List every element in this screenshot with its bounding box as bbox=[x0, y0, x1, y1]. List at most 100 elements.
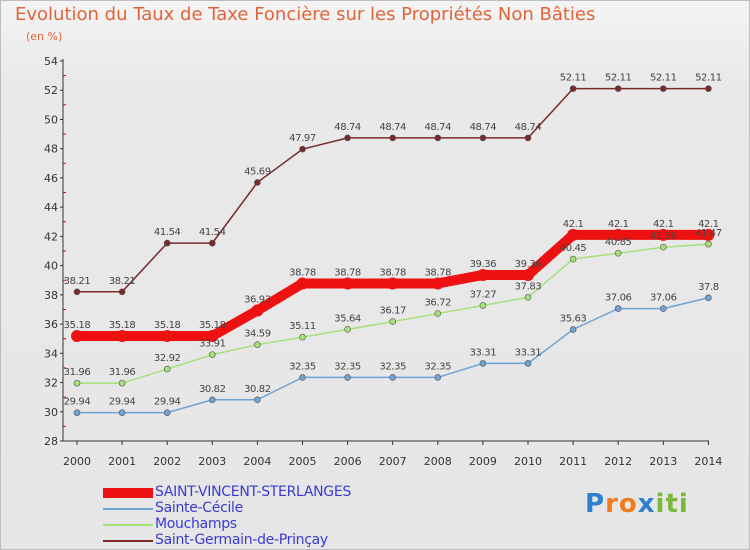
data-point bbox=[614, 249, 622, 257]
x-tick-label: 2014 bbox=[694, 455, 722, 468]
data-label: 45.69 bbox=[244, 166, 271, 177]
data-label: 35.63 bbox=[560, 313, 587, 324]
data-point bbox=[705, 85, 712, 92]
data-label: 35.11 bbox=[289, 321, 316, 332]
data-point bbox=[434, 310, 442, 317]
data-point bbox=[71, 330, 83, 343]
x-tick-label: 2008 bbox=[424, 455, 452, 468]
data-label: 37.06 bbox=[605, 293, 632, 304]
data-label: 30.82 bbox=[244, 384, 271, 395]
x-tick-label: 2003 bbox=[198, 455, 226, 468]
data-point bbox=[73, 288, 81, 296]
data-point bbox=[522, 268, 534, 281]
data-point bbox=[254, 179, 261, 186]
data-point bbox=[344, 134, 351, 142]
data-label: 29.94 bbox=[64, 397, 91, 408]
y-tick-label: 48 bbox=[44, 143, 58, 156]
data-label: 32.35 bbox=[379, 361, 406, 372]
data-label: 48.74 bbox=[424, 122, 451, 133]
data-point bbox=[118, 409, 126, 416]
data-point bbox=[702, 228, 715, 241]
y-tick-label: 44 bbox=[44, 201, 58, 214]
x-tick-label: 2013 bbox=[649, 455, 677, 468]
data-point bbox=[341, 277, 354, 290]
data-point bbox=[116, 330, 129, 343]
data-point bbox=[431, 277, 444, 290]
legend-label: Saint-Germain-de-Prinçay bbox=[155, 532, 328, 548]
data-label: 38.78 bbox=[379, 267, 406, 278]
data-label: 35.64 bbox=[334, 313, 361, 324]
data-point bbox=[614, 85, 622, 92]
data-point bbox=[569, 85, 577, 92]
data-label: 38.21 bbox=[109, 276, 136, 287]
data-label: 34.59 bbox=[244, 329, 271, 340]
data-label: 38.78 bbox=[289, 267, 316, 278]
data-label: 37.27 bbox=[470, 290, 497, 301]
data-point bbox=[524, 360, 532, 367]
data-point bbox=[476, 268, 489, 281]
logo-letter: o bbox=[618, 489, 638, 519]
x-tick-label: 2012 bbox=[604, 455, 632, 468]
data-label: 40.85 bbox=[605, 237, 632, 248]
data-label: 32.92 bbox=[154, 353, 181, 364]
data-point bbox=[299, 333, 306, 341]
data-label: 29.94 bbox=[109, 397, 136, 408]
y-tick-label: 38 bbox=[44, 289, 58, 302]
logo-letter: r bbox=[605, 489, 619, 519]
data-label: 39.36 bbox=[470, 259, 497, 270]
data-point bbox=[524, 294, 532, 301]
x-tick-label: 2001 bbox=[108, 455, 136, 468]
y-tick-label: 52 bbox=[44, 84, 58, 97]
data-point bbox=[163, 239, 171, 247]
data-point bbox=[118, 288, 126, 296]
data-label: 41.54 bbox=[154, 227, 181, 238]
y-tick-label: 54 bbox=[44, 55, 58, 68]
data-point bbox=[389, 374, 397, 381]
legend-label: Sainte-Cécile bbox=[155, 500, 243, 516]
data-label: 37.06 bbox=[650, 293, 677, 304]
data-point bbox=[299, 145, 306, 153]
data-point bbox=[659, 85, 667, 92]
data-point bbox=[118, 379, 126, 387]
data-label: 36.72 bbox=[424, 298, 451, 309]
data-label: 42.1 bbox=[698, 219, 719, 230]
data-point bbox=[251, 304, 264, 317]
data-label: 41.54 bbox=[199, 227, 226, 238]
y-tick-label: 28 bbox=[44, 435, 58, 448]
data-point bbox=[344, 374, 351, 381]
chart-subtitle: (en %) bbox=[26, 30, 63, 43]
x-tick-label: 2005 bbox=[289, 455, 317, 468]
data-point bbox=[73, 379, 81, 387]
legend-swatch bbox=[103, 524, 153, 526]
data-point bbox=[567, 228, 580, 241]
data-point bbox=[659, 305, 667, 312]
logo-letter: i bbox=[678, 489, 689, 519]
x-tick-label: 2007 bbox=[379, 455, 407, 468]
x-tick-label: 2006 bbox=[334, 455, 362, 468]
logo-letter: x bbox=[637, 489, 656, 519]
data-point bbox=[434, 134, 442, 142]
logo-letter: P bbox=[585, 489, 606, 519]
data-label: 48.74 bbox=[334, 122, 361, 133]
data-label: 37.83 bbox=[515, 281, 542, 292]
data-label: 30.82 bbox=[199, 384, 226, 395]
data-point bbox=[209, 396, 216, 404]
data-label: 37.8 bbox=[698, 282, 719, 293]
logo-letter: t bbox=[665, 489, 679, 519]
y-tick-label: 34 bbox=[44, 347, 58, 360]
data-label: 35.18 bbox=[109, 320, 136, 331]
data-point bbox=[479, 302, 487, 309]
data-label: 42.1 bbox=[608, 219, 629, 230]
data-point bbox=[254, 396, 261, 404]
data-label: 41.26 bbox=[650, 231, 677, 242]
proxiti-logo: Proxiti bbox=[585, 489, 689, 519]
data-point bbox=[386, 277, 399, 290]
data-label: 32.35 bbox=[289, 361, 316, 372]
data-label: 35.18 bbox=[64, 320, 91, 331]
data-point bbox=[163, 365, 171, 373]
data-label: 36.17 bbox=[379, 306, 406, 317]
data-point bbox=[344, 326, 351, 333]
data-point bbox=[705, 240, 712, 248]
line-chart: 28 30 32 34 36 38 40 42 44 46 48 50 52 54 2000 2001 2002… bbox=[44, 55, 722, 468]
